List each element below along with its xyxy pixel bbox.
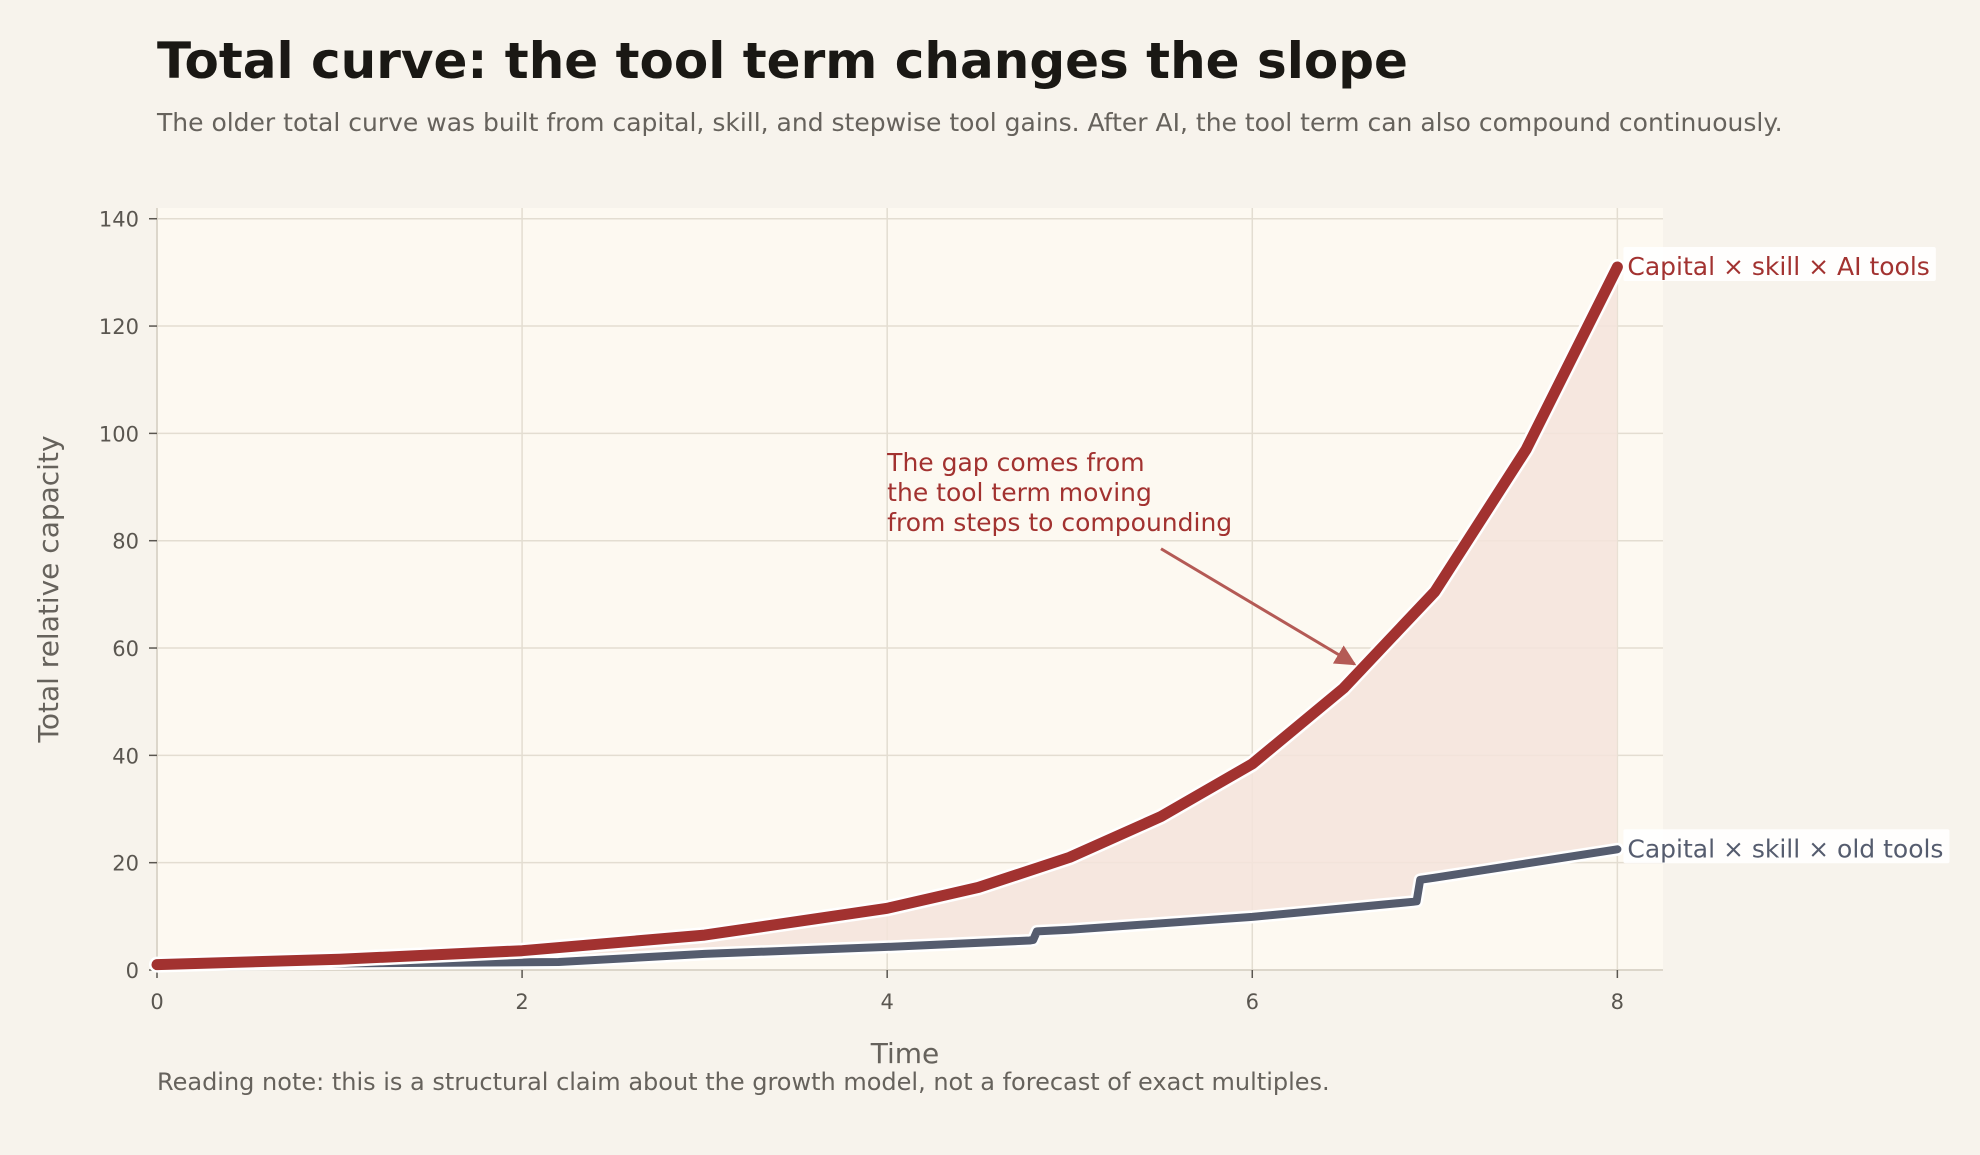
y-tick-label: 100 xyxy=(99,422,139,446)
annotation-text-line: from steps to compounding xyxy=(887,508,1232,537)
reading-note: Reading note: this is a structural claim… xyxy=(157,1068,1330,1096)
y-tick-label: 60 xyxy=(112,637,139,661)
series-label-ai-tools: Capital × skill × AI tools xyxy=(1627,252,1929,281)
chart-subtitle: The older total curve was built from cap… xyxy=(157,108,1783,137)
y-tick-label: 0 xyxy=(126,959,139,983)
chart-title: Total curve: the tool term changes the s… xyxy=(157,32,1408,90)
series-label-bg xyxy=(1623,829,1950,864)
x-tick-label: 6 xyxy=(1246,990,1259,1014)
x-tick-label: 2 xyxy=(515,990,528,1014)
x-tick-label: 8 xyxy=(1611,990,1624,1014)
annotation-text-line: The gap comes from xyxy=(886,448,1144,477)
series-label-old-tools: Capital × skill × old tools xyxy=(1627,834,1943,863)
gap-fill-area xyxy=(157,267,1618,965)
y-tick-label: 120 xyxy=(99,315,139,339)
annotation-arrow xyxy=(1160,547,1357,666)
y-tick-label: 40 xyxy=(112,744,139,768)
annotation-text-line: the tool term moving xyxy=(887,478,1152,507)
series-label-bg xyxy=(1623,247,1936,282)
series-line-ai-tools xyxy=(151,261,1623,971)
y-tick-label: 20 xyxy=(112,852,139,876)
x-tick-label: 4 xyxy=(880,990,893,1014)
x-axis-label: Time xyxy=(870,1037,940,1070)
y-axis-label: Total relative capacity xyxy=(32,435,65,743)
y-tick-label: 80 xyxy=(112,530,139,554)
series-line-old-tools xyxy=(153,845,1622,969)
y-tick-label: 140 xyxy=(99,208,139,232)
x-tick-label: 0 xyxy=(150,990,163,1014)
